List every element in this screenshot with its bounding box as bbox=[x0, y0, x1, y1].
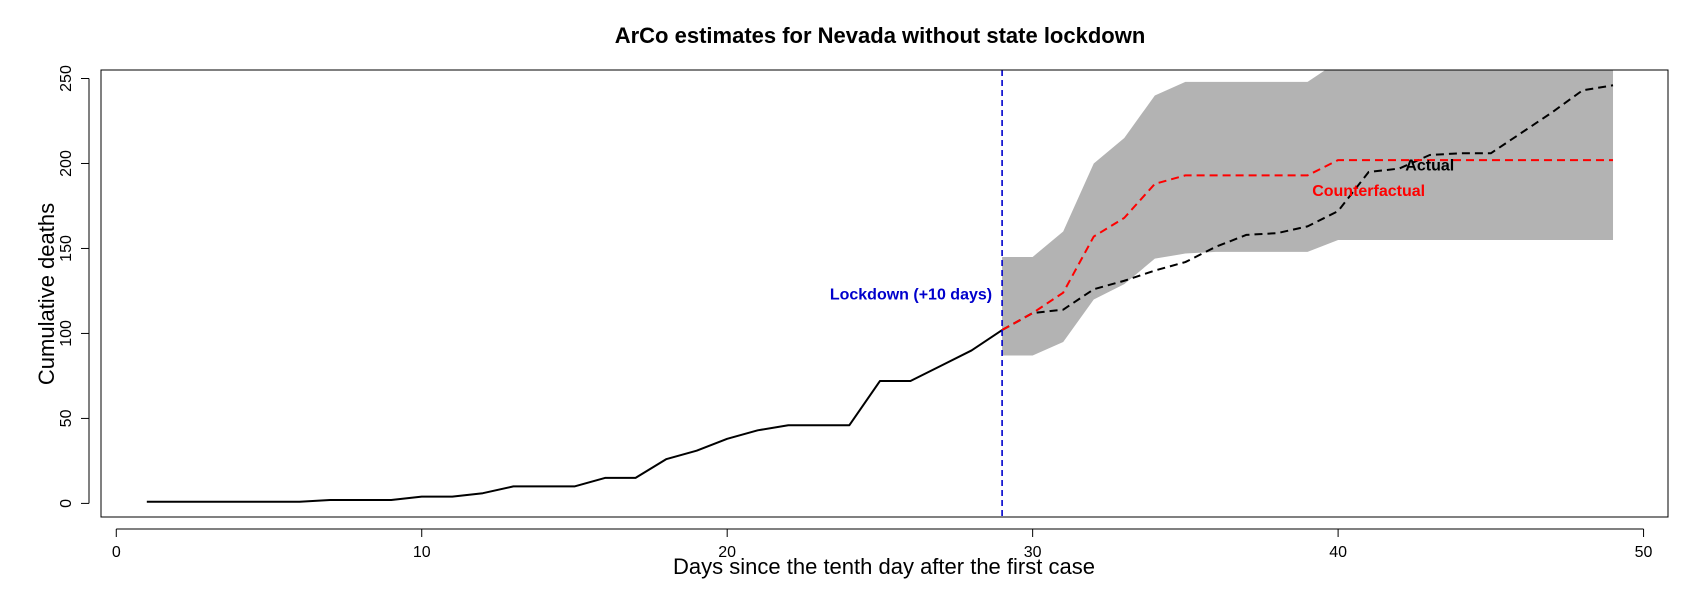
x-axis-label: Days since the tenth day after the first… bbox=[673, 554, 1095, 579]
y-tick-label: 0 bbox=[58, 499, 75, 508]
confidence-band bbox=[1002, 70, 1614, 356]
confidence-band-layer bbox=[1002, 70, 1614, 356]
y-axis: 0 50 100 150 200 250 bbox=[58, 65, 90, 508]
lockdown-label: Lockdown (+10 days) bbox=[830, 286, 992, 303]
x-tick-label: 30 bbox=[1024, 544, 1042, 561]
y-tick-label: 250 bbox=[58, 65, 75, 92]
counterfactual-label: Counterfactual bbox=[1312, 183, 1425, 200]
x-tick-label: 50 bbox=[1635, 544, 1653, 561]
series-line-actual-pre-lockdown bbox=[146, 329, 1003, 503]
y-tick-label: 50 bbox=[58, 409, 75, 427]
chart-title: ArCo estimates for Nevada without state … bbox=[615, 23, 1146, 48]
x-tick-label: 20 bbox=[718, 544, 736, 561]
x-tick-label: 10 bbox=[413, 544, 431, 561]
y-tick-label: 200 bbox=[58, 150, 75, 177]
x-axis: 0 10 20 30 40 50 bbox=[112, 528, 1653, 561]
series-line-counterfactual bbox=[1001, 159, 1614, 331]
x-tick-label: 0 bbox=[112, 544, 121, 561]
series-layer bbox=[146, 84, 1614, 503]
series-line-actual bbox=[1001, 84, 1614, 331]
plot-frame bbox=[100, 69, 1669, 518]
y-axis-label: Cumulative deaths bbox=[34, 203, 59, 385]
y-tick-label: 100 bbox=[58, 320, 75, 347]
actual-label: Actual bbox=[1405, 157, 1454, 174]
x-tick-label: 40 bbox=[1329, 544, 1347, 561]
y-tick-label: 150 bbox=[58, 235, 75, 262]
